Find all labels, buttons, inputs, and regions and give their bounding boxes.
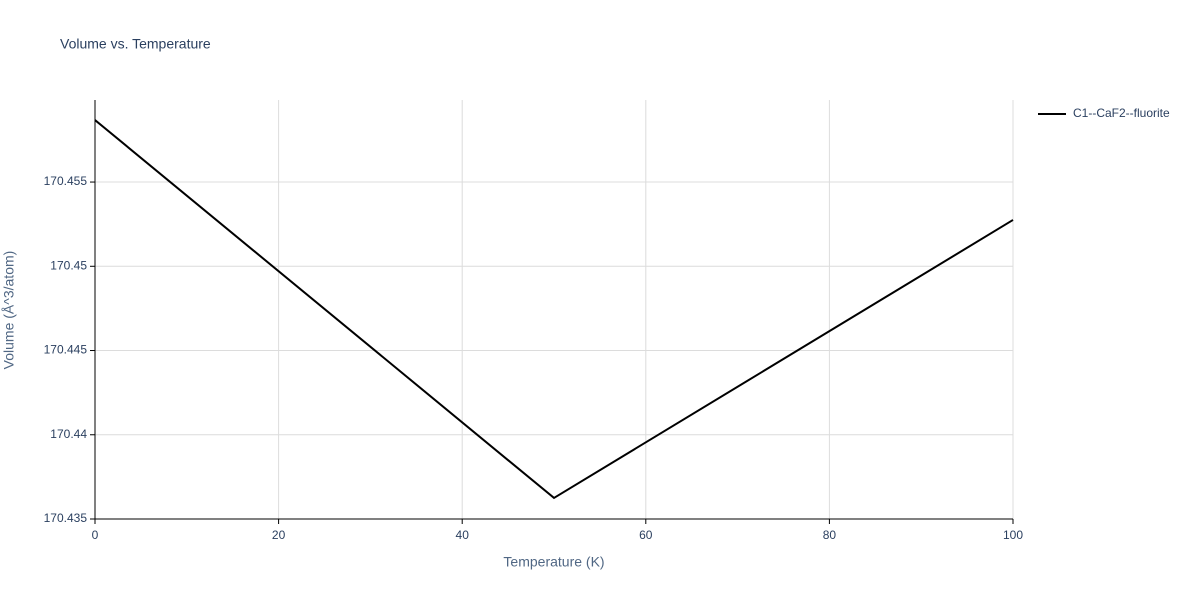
y-tick-label: 170.44 [50, 427, 87, 441]
x-tick-label: 80 [823, 528, 837, 542]
chart-title: Volume vs. Temperature [60, 36, 211, 52]
x-tick-label: 0 [92, 528, 99, 542]
y-tick-label: 170.445 [44, 343, 88, 357]
data-line [94, 119, 1014, 500]
y-tick-label: 170.455 [44, 174, 88, 188]
x-tick-label: 100 [1003, 528, 1023, 542]
x-tick-label: 20 [272, 528, 286, 542]
legend-label: C1--CaF2--fluorite [1073, 106, 1170, 120]
y-tick-label: 170.435 [44, 511, 88, 525]
x-tick-label: 60 [639, 528, 653, 542]
y-axis-title: Volume (Å^3/atom) [1, 251, 17, 370]
x-axis-title: Temperature (K) [503, 554, 604, 570]
x-tick-label: 40 [456, 528, 470, 542]
y-tick-label: 170.45 [50, 258, 87, 272]
